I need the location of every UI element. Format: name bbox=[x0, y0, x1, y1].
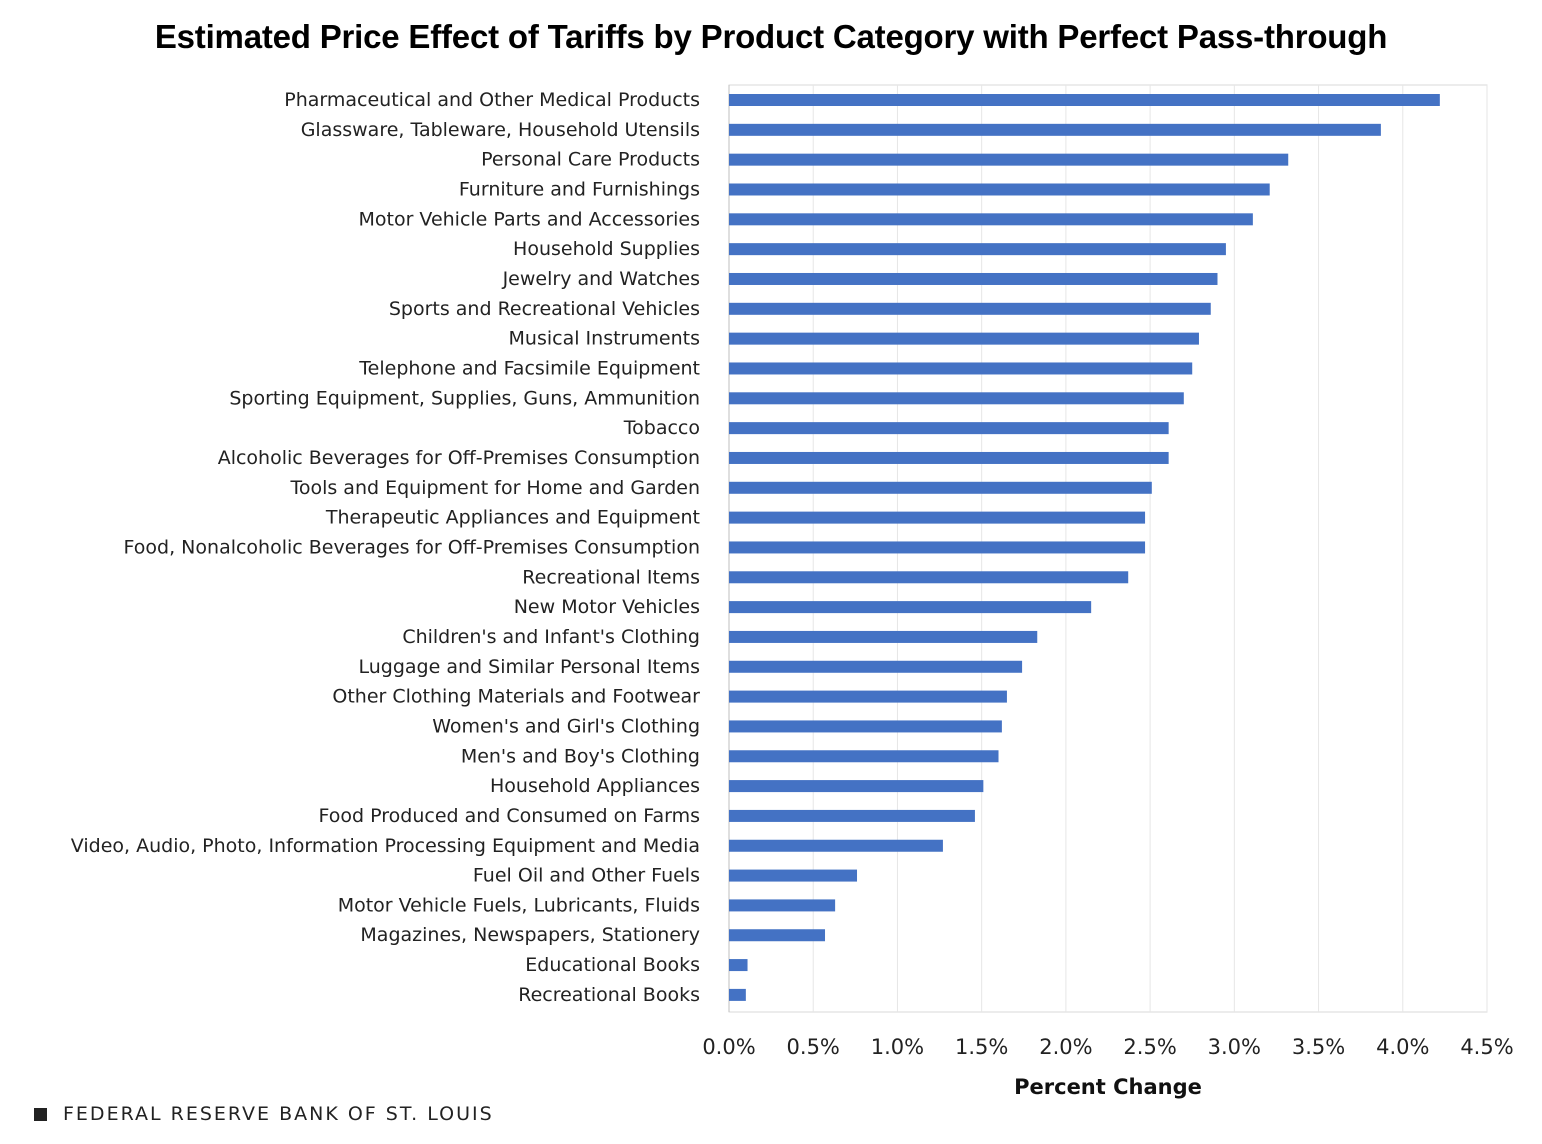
bar bbox=[729, 750, 999, 763]
bar bbox=[729, 988, 746, 1001]
category-label: Motor Vehicle Fuels, Lubricants, Fluids bbox=[338, 894, 700, 916]
category-label: Pharmaceutical and Other Medical Product… bbox=[284, 89, 700, 111]
category-label: Luggage and Similar Personal Items bbox=[359, 656, 701, 678]
bar bbox=[729, 511, 1146, 524]
category-label: Furniture and Furnishings bbox=[459, 178, 700, 200]
bar bbox=[729, 213, 1253, 226]
bar bbox=[729, 451, 1169, 464]
category-label: Jewelry and Watches bbox=[502, 268, 700, 290]
bar bbox=[729, 362, 1193, 375]
x-tick-label: 1.5% bbox=[955, 1035, 1008, 1059]
bar bbox=[729, 929, 826, 942]
category-label: Fuel Oil and Other Fuels bbox=[473, 865, 700, 887]
x-tick-label: 0.0% bbox=[702, 1035, 755, 1059]
bars bbox=[729, 94, 1440, 1001]
chart-title: Estimated Price Effect of Tariffs by Pro… bbox=[154, 18, 1388, 55]
bar bbox=[729, 243, 1226, 256]
category-label: New Motor Vehicles bbox=[514, 596, 700, 618]
bar bbox=[729, 899, 836, 912]
category-labels: Pharmaceutical and Other Medical Product… bbox=[71, 89, 700, 1006]
bar bbox=[729, 392, 1184, 405]
bar bbox=[729, 183, 1270, 196]
category-label: Food, Nonalcoholic Beverages for Off-Pre… bbox=[124, 536, 700, 558]
category-label: Magazines, Newspapers, Stationery bbox=[360, 924, 700, 946]
bar bbox=[729, 839, 943, 852]
bar bbox=[729, 809, 975, 822]
category-label: Women's and Girl's Clothing bbox=[432, 715, 700, 737]
category-label: Food Produced and Consumed on Farms bbox=[319, 805, 700, 827]
x-axis-ticks: 0.0% 0.5% 1.0% 1.5% 2.0% 2.5% 3.0% 3.5% 4.0% 4.5% bbox=[702, 1035, 1513, 1059]
bar bbox=[729, 541, 1146, 554]
bar bbox=[729, 94, 1440, 106]
category-label: Alcoholic Beverages for Off-Premises Con… bbox=[218, 447, 700, 469]
category-label: Glassware, Tableware, Household Utensils bbox=[301, 119, 700, 141]
category-label: Household Supplies bbox=[513, 238, 700, 260]
x-tick-label: 3.0% bbox=[1208, 1035, 1261, 1059]
bar bbox=[729, 601, 1092, 614]
category-label: Therapeutic Appliances and Equipment bbox=[325, 507, 700, 529]
x-tick-label: 2.0% bbox=[1039, 1035, 1092, 1059]
category-label: Sporting Equipment, Supplies, Guns, Ammu… bbox=[229, 387, 700, 409]
category-label: Household Appliances bbox=[490, 775, 700, 797]
bar bbox=[729, 630, 1038, 643]
gridlines bbox=[728, 85, 1488, 1012]
x-tick-label: 0.5% bbox=[787, 1035, 840, 1059]
category-label: Recreational Items bbox=[522, 566, 700, 588]
bar bbox=[729, 332, 1199, 345]
category-label: Tools and Equipment for Home and Garden bbox=[289, 477, 700, 499]
bar bbox=[729, 571, 1129, 584]
category-label: Recreational Books bbox=[518, 984, 700, 1006]
category-label: Telephone and Facsimile Equipment bbox=[358, 357, 700, 379]
footer-source: FEDERAL RESERVE BANK OF ST. LOUIS bbox=[63, 1103, 494, 1125]
category-label: Educational Books bbox=[525, 954, 700, 976]
category-label: Men's and Boy's Clothing bbox=[461, 745, 700, 767]
category-label: Children's and Infant's Clothing bbox=[402, 626, 700, 648]
category-label: Sports and Recreational Vehicles bbox=[389, 298, 700, 320]
bar bbox=[729, 720, 1002, 733]
category-label: Musical Instruments bbox=[509, 328, 700, 350]
category-label: Tobacco bbox=[623, 417, 700, 439]
x-tick-label: 2.5% bbox=[1123, 1035, 1176, 1059]
category-label: Other Clothing Materials and Footwear bbox=[332, 686, 700, 708]
bar bbox=[729, 780, 984, 793]
bar bbox=[729, 123, 1381, 136]
x-tick-label: 4.0% bbox=[1376, 1035, 1429, 1059]
category-label: Motor Vehicle Parts and Accessories bbox=[358, 208, 700, 230]
category-label: Personal Care Products bbox=[481, 149, 700, 171]
x-tick-label: 1.0% bbox=[871, 1035, 924, 1059]
bar bbox=[729, 302, 1211, 315]
bar bbox=[729, 153, 1289, 166]
bar bbox=[729, 660, 1023, 673]
bar bbox=[729, 422, 1169, 435]
bar bbox=[729, 959, 748, 972]
footer-square-icon bbox=[34, 1107, 47, 1121]
footer: FEDERAL RESERVE BANK OF ST. LOUIS bbox=[34, 1103, 494, 1125]
x-axis-title: Percent Change bbox=[1014, 1075, 1202, 1099]
bar bbox=[729, 690, 1007, 703]
bar bbox=[729, 481, 1152, 494]
x-tick-label: 4.5% bbox=[1460, 1035, 1513, 1059]
bar bbox=[729, 869, 858, 882]
x-tick-label: 3.5% bbox=[1292, 1035, 1345, 1059]
bar bbox=[729, 272, 1218, 285]
category-label: Video, Audio, Photo, Information Process… bbox=[71, 835, 700, 857]
